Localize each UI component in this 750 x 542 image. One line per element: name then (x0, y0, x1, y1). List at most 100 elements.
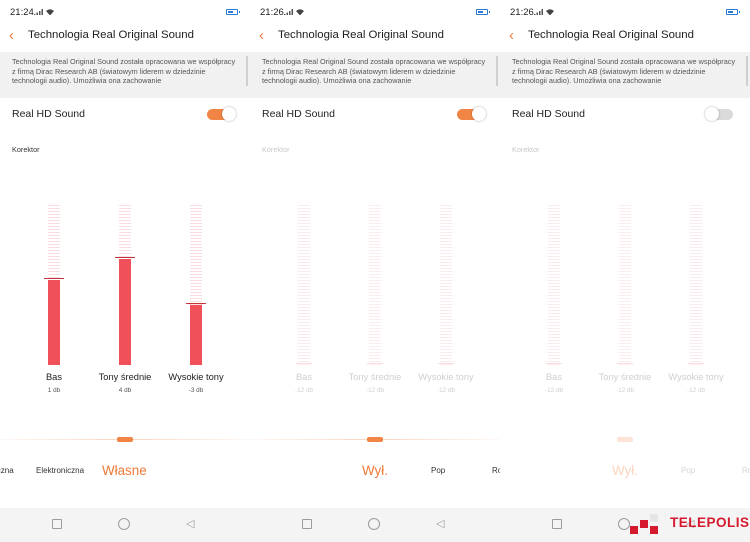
eq-track[interactable] (619, 205, 631, 365)
telepolis-logo-icon (630, 514, 658, 534)
preset-item-active[interactable]: Wył. (612, 463, 638, 478)
real-hd-sound-label: Real HD Sound (12, 108, 85, 120)
korektor-label: Korektor (262, 145, 290, 154)
preset-item-active[interactable]: Wył. (362, 463, 388, 478)
eq-band-mid[interactable]: Tony średnie 4 db (90, 205, 160, 405)
eq-band-treble[interactable]: Wysokie tony -3 db (161, 205, 231, 405)
page-title: Technologia Real Original Sound (278, 29, 444, 41)
eq-band-treble[interactable]: Wysokie tony -12 db (661, 205, 731, 405)
nav-bar: ◁ (0, 508, 250, 542)
real-hd-sound-toggle[interactable] (457, 107, 486, 121)
preset-item[interactable]: Pop (431, 466, 446, 475)
wifi-icon (546, 9, 554, 15)
eq-band-label: Wysokie tony (668, 372, 724, 382)
back-triangle-icon[interactable]: ◁ (436, 518, 445, 530)
eq-handle[interactable] (688, 363, 704, 364)
scrollbar[interactable] (746, 56, 748, 86)
eq-band-mid[interactable]: Tony średnie -12 db (590, 205, 660, 405)
back-triangle-icon[interactable]: ◁ (186, 518, 195, 530)
screen-2: 21:26 ‹ Technologia Real Original Sound … (250, 0, 500, 542)
status-time: 21:26 (260, 7, 284, 18)
eq-band-value: 1 db (47, 387, 61, 394)
toggle-knob (472, 107, 486, 121)
signal-icon (534, 9, 554, 15)
signal-icon (284, 9, 304, 15)
eq-handle[interactable] (438, 363, 454, 364)
preset-item[interactable]: Ro (492, 466, 500, 475)
eq-band-bass[interactable]: Bas 1 db (19, 205, 89, 405)
recent-apps-icon[interactable] (552, 519, 562, 529)
eq-handle[interactable] (186, 303, 206, 304)
status-bar: 21:26 (500, 0, 750, 24)
battery-icon (476, 9, 490, 15)
eq-band-bass[interactable]: Bas -12 db (519, 205, 589, 405)
header: ‹ Technologia Real Original Sound (500, 24, 750, 52)
preset-item[interactable]: Elektroniczna (36, 466, 85, 475)
preset-item[interactable]: iczna (0, 466, 14, 475)
scrollbar[interactable] (246, 56, 248, 86)
preset-indicator[interactable] (617, 437, 633, 442)
back-triangle-icon[interactable]: ◁ (686, 518, 695, 530)
eq-band-value: -12 db (365, 387, 385, 394)
description-text: Technologia Real Original Sound została … (512, 57, 736, 86)
eq-fill (190, 305, 202, 365)
toggle-knob (705, 107, 719, 121)
status-bar: 21:24 (0, 0, 250, 24)
preset-indicator[interactable] (117, 437, 133, 442)
preset-item[interactable]: Ro (742, 466, 750, 475)
page-title: Technologia Real Original Sound (528, 29, 694, 41)
preset-item-active[interactable]: Własne (102, 463, 147, 478)
wifi-icon (296, 9, 304, 15)
eq-band-label: Tony średnie (348, 372, 402, 382)
signal-icon (34, 9, 54, 15)
preset-indicator[interactable] (367, 437, 383, 442)
eq-band-mid[interactable]: Tony średnie -12 db (340, 205, 410, 405)
eq-handle[interactable] (44, 278, 64, 279)
eq-handle[interactable] (546, 363, 562, 364)
eq-band-treble[interactable]: Wysokie tony -12 db (411, 205, 481, 405)
header: ‹ Technologia Real Original Sound (250, 24, 500, 52)
real-hd-sound-toggle[interactable] (207, 107, 236, 121)
battery-icon (226, 9, 240, 15)
eq-track[interactable] (548, 205, 560, 365)
eq-track[interactable] (369, 205, 381, 365)
eq-band-value: -12 db (615, 387, 635, 394)
real-hd-sound-toggle[interactable] (705, 107, 733, 121)
nav-bar: ◁ (500, 508, 750, 542)
eq-band-value: -12 db (436, 387, 456, 394)
eq-handle[interactable] (115, 257, 135, 258)
battery-icon (726, 9, 740, 15)
page-title: Technologia Real Original Sound (28, 29, 194, 41)
chevron-left-icon[interactable]: ‹ (9, 27, 14, 44)
chevron-left-icon[interactable]: ‹ (509, 27, 514, 44)
eq-handle[interactable] (296, 363, 312, 364)
eq-band-value: -12 db (294, 387, 314, 394)
status-time: 21:24 (10, 7, 34, 18)
telepolis-logo-text: TELEPOLIS (670, 515, 750, 530)
eq-track[interactable] (440, 205, 452, 365)
telepolis-logo: TELEPOLIS (630, 512, 750, 538)
eq-band-bass[interactable]: Bas -12 db (269, 205, 339, 405)
recent-apps-icon[interactable] (52, 519, 62, 529)
nav-bar: ◁ (250, 508, 500, 542)
description-text: Technologia Real Original Sound została … (262, 57, 486, 86)
eq-band-label: Tony średnie (598, 372, 652, 382)
eq-band-label: Wysokie tony (418, 372, 474, 382)
eq-handle[interactable] (617, 363, 633, 364)
status-time: 21:26 (510, 7, 534, 18)
home-icon[interactable] (118, 518, 130, 530)
eq-band-value: -12 db (544, 387, 564, 394)
eq-track[interactable] (690, 205, 702, 365)
home-icon[interactable] (618, 518, 630, 530)
chevron-left-icon[interactable]: ‹ (259, 27, 264, 44)
eq-track[interactable] (298, 205, 310, 365)
scrollbar[interactable] (496, 56, 498, 86)
eq-band-label: Wysokie tony (168, 372, 224, 382)
eq-band-value: -12 db (686, 387, 706, 394)
eq-band-label: Bas (545, 372, 563, 382)
recent-apps-icon[interactable] (302, 519, 312, 529)
home-icon[interactable] (368, 518, 380, 530)
preset-item[interactable]: Pop (681, 466, 696, 475)
eq-band-label: Bas (295, 372, 313, 382)
eq-handle[interactable] (367, 363, 383, 364)
